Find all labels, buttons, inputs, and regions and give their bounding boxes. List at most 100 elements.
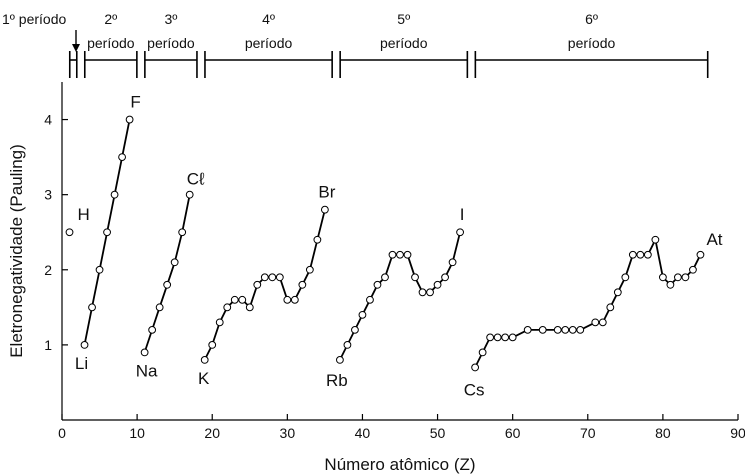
element-label: I [460,205,465,224]
series-line [474,238,702,368]
data-point [448,258,457,267]
data-point [508,333,517,342]
data-point [674,273,682,282]
x-tick-label: 0 [58,425,66,441]
x-axis-title: Número atômico (Z) [324,455,475,474]
data-point [351,325,359,334]
series-line [203,209,326,361]
data-point [411,273,419,282]
data-point [606,303,615,312]
y-tick-label: 2 [44,262,52,278]
data-point [433,280,442,289]
data-point [651,235,660,244]
x-tick-label: 70 [580,425,596,441]
data-point [268,273,277,282]
data-point [200,356,209,364]
period-label: período [87,35,135,51]
data-point [366,295,374,304]
ticks: 0 10 20 30 40 50 60 70 80 90 1 2 3 4 [44,112,745,441]
period-label: período [568,35,616,51]
data-point [65,228,74,237]
data-point [275,273,284,282]
period-number: 2º [104,11,117,27]
data-point [689,265,697,274]
period-label: período [380,35,428,51]
data-point [478,348,487,357]
data-point [238,295,247,304]
x-tick-label: 20 [204,425,220,441]
data-point [493,333,502,342]
data-point [636,250,645,259]
data-point [125,115,134,124]
period-number: 5º [397,11,410,27]
data-point [568,325,577,334]
data-point [230,295,239,304]
period-number: 6º [585,11,598,27]
data-point [523,325,532,334]
data-point [696,250,705,259]
x-tick-label: 30 [280,425,296,441]
data-points [65,115,705,372]
data-point [88,303,96,312]
data-point [426,288,434,297]
period-label: período [147,35,195,51]
data-point [456,228,464,237]
data-point [208,340,217,349]
data-point [103,228,111,237]
data-point [441,273,449,282]
data-point [260,273,269,282]
data-point [486,333,495,342]
data-point [576,325,585,334]
data-point [80,340,89,349]
data-point [628,250,637,259]
element-label: Rb [326,371,348,390]
data-point [245,303,254,312]
element-label: Cℓ [187,170,205,189]
data-point [681,273,690,282]
x-tick-label: 50 [430,425,446,441]
element-label: H [78,205,90,224]
y-tick-label: 3 [44,187,52,203]
period-brackets: 1º período 2º período 3º período 4º período 5º p… [2,11,709,78]
data-point [381,273,389,282]
y-axis-title: Eletronegatividade (Pauling) [7,144,26,358]
period-number: 3º [164,11,177,27]
data-point [185,190,194,199]
data-point [215,318,224,327]
data-point [223,303,232,312]
element-label: K [198,369,210,388]
x-tick-label: 10 [129,425,145,441]
y-tick-label: 4 [44,112,52,128]
data-point [163,280,172,289]
arrow-head-icon [72,44,80,52]
data-point [418,288,427,297]
x-tick-label: 40 [355,425,371,441]
data-point [396,250,404,259]
data-point [320,205,329,214]
data-point [170,258,179,267]
data-point [471,363,480,372]
data-point [110,190,119,199]
element-label: At [706,230,722,249]
data-point [358,310,367,319]
x-tick-label: 90 [730,425,745,441]
element-label: Br [318,183,335,202]
data-point [148,325,157,334]
data-point [403,250,412,259]
data-point [178,228,187,237]
data-point [388,250,397,259]
x-tick-label: 60 [505,425,521,441]
data-point [598,318,607,327]
data-point [313,235,322,244]
element-labels: H Li F Na Cℓ K Br Rb I Cs At [75,93,723,400]
data-point [298,280,307,289]
data-point [658,273,667,282]
data-point [118,153,126,162]
data-point [283,295,292,304]
y-tick-label: 1 [44,337,52,353]
data-point [336,356,344,364]
data-point [538,325,547,334]
data-point [343,340,352,349]
data-point [95,265,104,274]
data-point [621,273,630,282]
